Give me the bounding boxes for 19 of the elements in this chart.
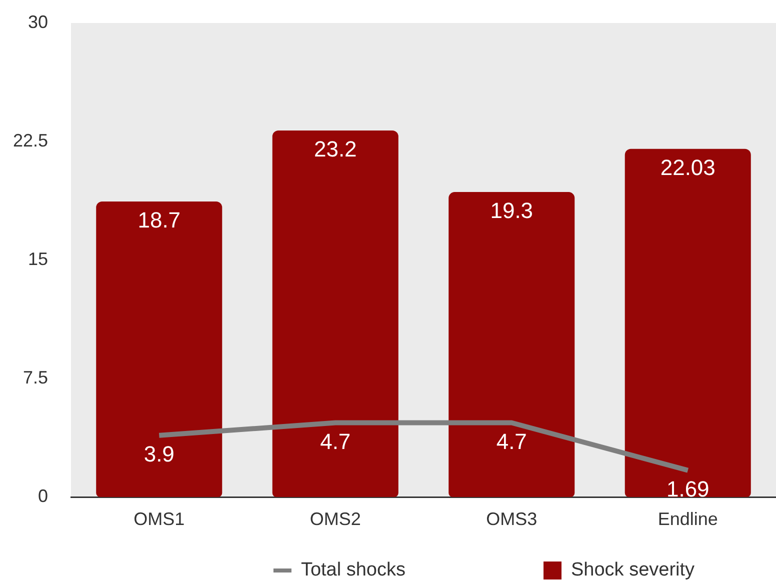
data-label: 23.2 [314,136,357,162]
data-label: 3.9 [144,441,174,466]
x-tick-label: OMS3 [486,508,538,529]
data-label: 4.7 [496,428,527,454]
x-tick-label: OMS1 [134,508,185,529]
data-label: 22.03 [660,154,716,180]
legend-label: Total shocks [300,560,406,581]
y-tick-label: 22.5 [12,130,48,150]
data-label: 1.69 [666,476,710,502]
data-label: 19.3 [490,198,534,224]
data-label: 4.7 [320,428,351,454]
y-tick-label: 0 [38,486,48,506]
x-tick-label: OMS2 [310,508,361,529]
y-tick-label: 15 [28,248,48,269]
y-tick-label: 7.5 [22,367,48,388]
x-tick-label: Endline [658,508,718,529]
data-label: 18.7 [138,208,181,233]
legend-label: Shock severity [571,560,696,581]
y-tick-label: 30 [28,12,48,32]
